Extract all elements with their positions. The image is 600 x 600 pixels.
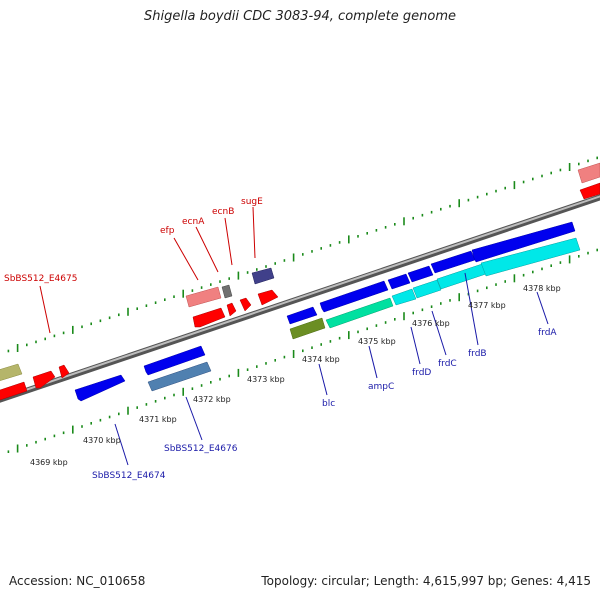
gene-frdC[interactable] [412,279,442,299]
label-frdd: frdD [412,368,431,378]
gene-ampC[interactable] [325,297,394,329]
reverse-strand-genes [74,221,581,402]
gene-sugE-red[interactable] [257,289,279,306]
kbp-label-4375: 4375 kbp [358,337,396,346]
label-efp: efp [160,226,175,236]
label-suge: sugE [241,197,263,207]
kbp-label-4376: 4376 kbp [412,319,450,328]
gene-ecnb-1[interactable] [226,302,237,317]
gene-olive-left[interactable] [0,363,23,381]
tick-rows [7,156,599,453]
gene-small-red[interactable] [58,364,70,379]
label-ampc: ampC [368,382,394,392]
gene-top-right-red[interactable] [579,182,600,200]
genome-summary: Topology: circular; Length: 4,615,997 bp… [261,574,591,588]
kbp-label-4372: 4372 kbp [193,395,231,404]
forward-strand-genes [0,162,600,401]
kbp-label-4370: 4370 kbp [83,436,121,445]
gene-frdA-blue[interactable] [471,221,576,263]
accession-label: Accession: NC_010658 [9,574,146,588]
label-sbbs512-e4676: SbBS512_E4676 [164,444,238,454]
kbp-label-4374: 4374 kbp [302,355,340,364]
label-sbbs512-e4674: SbBS512_E4674 [92,471,166,481]
gene-frdD-blue[interactable] [387,273,411,290]
map-title: Shigella boydii CDC 3083-94, complete ge… [143,9,457,24]
gene-sbbs512-e4675-a[interactable] [0,381,28,401]
gene-efp[interactable] [192,307,226,328]
genome-backbone [0,194,600,403]
gene-frdA[interactable] [480,237,581,277]
gene-ecnb-2[interactable] [239,297,252,312]
gene-sbbs512-e4674[interactable] [74,374,126,402]
kbp-labels: 4369 kbp 4370 kbp 4371 kbp 4372 kbp 4373… [30,284,561,467]
label-frdc: frdC [438,359,457,369]
label-ecna: ecnA [182,217,205,227]
kbp-label-4373: 4373 kbp [247,375,285,384]
gene-sbbs512-e4676-blue[interactable] [143,345,206,376]
gene-efp-pink[interactable] [185,286,222,308]
label-frdb: frdB [468,349,487,359]
gene-ecna[interactable] [221,284,233,299]
gene-frdC-blue[interactable] [407,265,434,283]
kbp-label-4378: 4378 kbp [523,284,561,293]
gene-sugE[interactable] [251,267,275,285]
gene-blc[interactable] [289,317,326,340]
gene-blc-blue[interactable] [286,306,318,325]
label-frda: frdA [538,328,557,338]
gene-labels: SbBS512_E4675 efp ecnA ecnB sugE SbBS512… [4,197,557,481]
label-ecnb: ecnB [212,207,234,217]
gene-sbbs512-e4676[interactable] [147,361,212,392]
leader-lines [39,206,549,466]
gene-frdD[interactable] [391,288,417,306]
kbp-label-4377: 4377 kbp [468,301,506,310]
label-blc: blc [322,399,335,409]
kbp-label-4369: 4369 kbp [30,458,68,467]
gene-sbbs512-e4675-b[interactable] [32,370,56,389]
gene-ampC-blue[interactable] [319,280,389,313]
label-sbbs512-e4675: SbBS512_E4675 [4,274,77,284]
kbp-label-4371: 4371 kbp [139,415,177,424]
gene-top-right-pink[interactable] [577,162,600,184]
